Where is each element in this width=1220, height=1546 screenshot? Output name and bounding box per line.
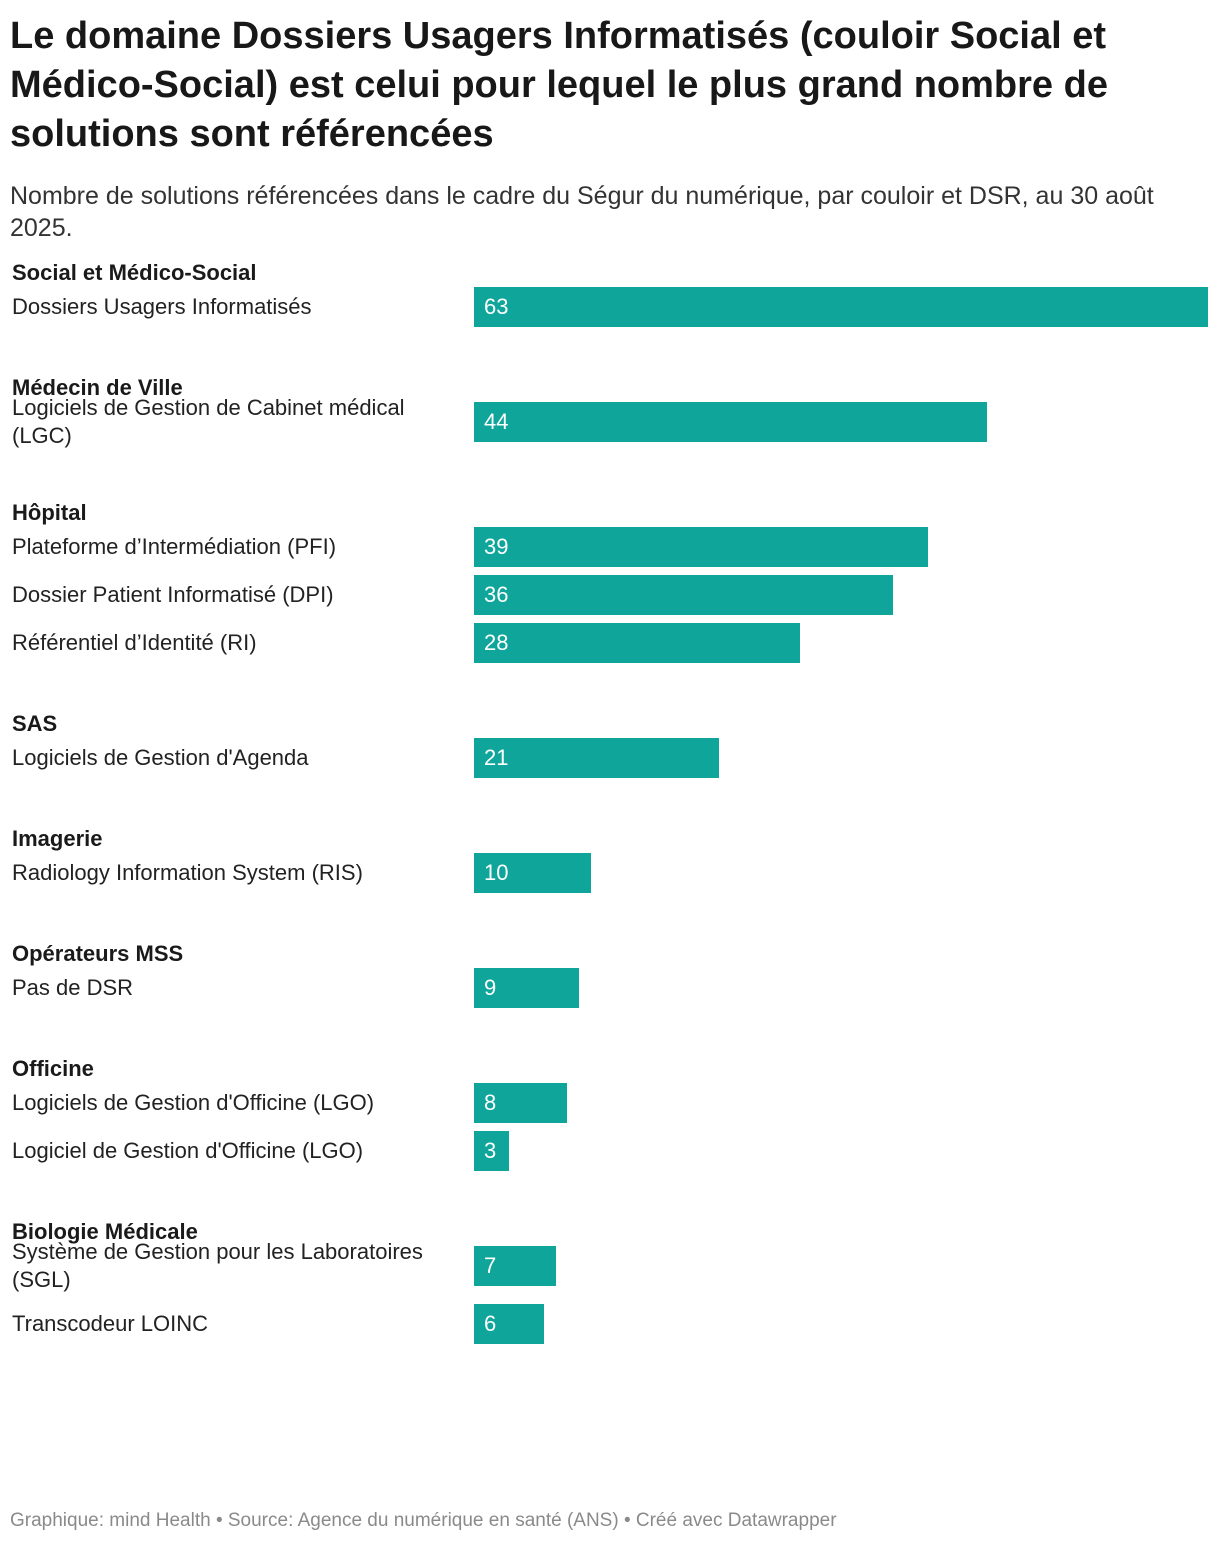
chart-subtitle: Nombre de solutions référencées dans le …: [10, 182, 1154, 242]
group-label: SAS: [12, 711, 58, 736]
bar-value-label: 44: [484, 409, 509, 434]
group-label: Social et Médico-Social: [12, 260, 257, 285]
group-label: Biologie Médicale: [12, 1219, 198, 1244]
bar-label: Dossiers Usagers Informatisés: [12, 294, 312, 319]
bar: [474, 527, 928, 567]
chart-title: Le domaine Dossiers Usagers Informatisés…: [10, 15, 1108, 155]
bar-chart: Social et Médico-Social Dossiers Usagers …: [0, 260, 1220, 1490]
group-label: Opérateurs MSS: [12, 941, 184, 966]
group-label: Officine: [12, 1056, 94, 1081]
bar-value-label: 9: [484, 975, 497, 1000]
group-label: Imagerie: [12, 826, 103, 851]
bar-value-label: 39: [484, 534, 509, 559]
bar: [474, 853, 591, 893]
bar-value-label: 63: [484, 294, 509, 319]
bar-label: Logiciels de Gestion d'Agenda: [12, 745, 309, 770]
bar: [474, 968, 579, 1008]
bar: [474, 1083, 567, 1123]
bar: [474, 1131, 509, 1171]
bar-label: Transcodeur LOINC: [12, 1311, 209, 1336]
bar-label: Radiology Information System (RIS): [12, 860, 363, 885]
bar-value-label: 21: [484, 745, 509, 770]
bar-label: Dossier Patient Informatisé (DPI): [12, 582, 334, 607]
bar-label: Référentiel d’Identité (RI): [12, 630, 257, 655]
group-label: Médecin de Ville: [12, 375, 183, 400]
bar: [474, 575, 893, 615]
bar-value-label: 10: [484, 860, 509, 885]
bar-value-label: 3: [484, 1138, 497, 1163]
bar-value-label: 7: [484, 1253, 497, 1278]
bar-value-label: 6: [484, 1311, 497, 1336]
bar-label: Système de Gestion pour les Laboratoires…: [12, 1239, 423, 1292]
bar-label: Logiciel de Gestion d'Officine (LGO): [12, 1138, 364, 1163]
bar: [474, 287, 1208, 327]
group-label: Hôpital: [12, 500, 87, 525]
bar-label: Logiciels de Gestion de Cabinet médical …: [12, 395, 405, 448]
bar-value-label: 36: [484, 582, 509, 607]
bar-label: Pas de DSR: [12, 975, 134, 1000]
bar: [474, 402, 987, 442]
bar-label: Logiciels de Gestion d'Officine (LGO): [12, 1090, 375, 1115]
chart-footer: Graphique: mind Health • Source: Agence …: [10, 1510, 837, 1531]
bar: [474, 1246, 556, 1286]
bar-value-label: 28: [484, 630, 509, 655]
bar: [474, 738, 719, 778]
bar-label: Plateforme d’Intermédiation (PFI): [12, 534, 337, 559]
bar: [474, 623, 800, 663]
bar: [474, 1304, 544, 1344]
bar-value-label: 8: [484, 1090, 497, 1115]
